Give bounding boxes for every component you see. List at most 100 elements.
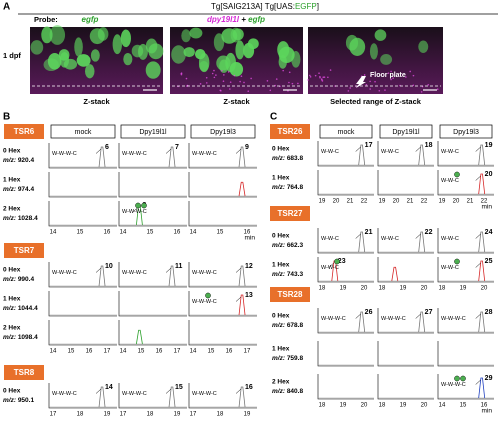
row-hex: 2 Hex <box>3 325 21 332</box>
peak <box>98 146 106 168</box>
chrom-axis <box>118 143 187 169</box>
glycan: W-W-C <box>321 265 339 271</box>
tick-label: 19 <box>104 412 111 418</box>
chrom-axis <box>437 228 494 254</box>
caption: Selected range of Z-stack <box>330 97 422 106</box>
row-mz: m/z: 974.4 <box>3 186 34 193</box>
peak <box>168 386 176 408</box>
column-header-box <box>379 124 433 139</box>
tick-label: 20 <box>393 199 400 205</box>
header-part: ] <box>317 2 319 11</box>
leader <box>165 267 172 273</box>
tick-label: 14 <box>50 349 57 355</box>
peak-number: 11 <box>175 263 183 270</box>
leader <box>95 148 102 154</box>
peak <box>136 329 143 345</box>
tsr-label: TSR8 <box>14 368 35 377</box>
probe-part: egfp <box>248 15 265 24</box>
tick-label: 15 <box>460 403 467 409</box>
leader <box>475 313 481 319</box>
mz-label: m/z: <box>272 271 285 278</box>
peak <box>238 181 246 197</box>
signal <box>365 83 368 86</box>
cell <box>145 61 161 79</box>
cell <box>189 27 203 39</box>
leader <box>95 388 102 394</box>
tick-label: 14 <box>190 349 197 355</box>
mz-value: 974.4 <box>18 186 35 193</box>
peak-number: 25 <box>485 258 493 265</box>
mz-label: m/z: <box>3 186 16 193</box>
peak <box>418 311 426 333</box>
row-hex: 2 Hex <box>272 379 290 386</box>
signal <box>369 74 372 77</box>
glycan: W-W-W-C <box>122 391 147 397</box>
peak-number: 27 <box>425 309 433 316</box>
signal <box>347 90 350 92</box>
row-hex: 0 Hex <box>272 313 290 320</box>
chrom-axis <box>377 341 434 367</box>
chrom-axis <box>188 201 257 227</box>
row-mz: m/z: 990.4 <box>3 276 34 283</box>
mz-value: 662.3 <box>287 242 304 249</box>
signal <box>390 78 392 81</box>
peak-number: 17 <box>365 142 373 149</box>
glycan: W-W-W-C <box>192 391 217 397</box>
cell <box>120 29 131 48</box>
signal <box>215 74 217 76</box>
signal <box>412 74 415 77</box>
peak <box>98 265 106 287</box>
tick-label: 16 <box>86 349 93 355</box>
cell <box>90 49 100 62</box>
peak <box>238 294 246 316</box>
peak-number: 18 <box>425 142 433 149</box>
chrom-axis <box>48 143 117 169</box>
signal <box>420 91 423 93</box>
mz-value: 764.8 <box>287 184 304 191</box>
chrom-axis <box>118 320 187 346</box>
tick-label: 18 <box>319 286 326 292</box>
stage: 1 dpf <box>3 51 21 60</box>
tick-label: 17 <box>104 349 111 355</box>
peak <box>168 265 176 287</box>
column-header-box <box>120 124 186 139</box>
cell <box>41 26 53 44</box>
signal <box>275 78 278 80</box>
tsr-label: TSR27 <box>278 209 303 218</box>
cell <box>74 37 83 57</box>
mz-label: m/z: <box>3 215 16 222</box>
glycan: W-W-C <box>441 178 459 184</box>
peak <box>391 266 399 282</box>
tick-label: 18 <box>439 286 446 292</box>
chrom-axis <box>48 320 117 346</box>
mz-label: m/z: <box>272 184 285 191</box>
row-mz: m/z: 678.8 <box>272 322 303 329</box>
header-part: Tg[SAIG213A] Tg[UAS: <box>211 2 295 11</box>
cell <box>30 40 44 55</box>
peak-number: 13 <box>245 292 253 299</box>
mz-label: m/z: <box>272 242 285 249</box>
row-mz: m/z: 1028.4 <box>3 215 38 222</box>
tick-label: 18 <box>379 403 386 409</box>
cell <box>278 55 287 69</box>
signal <box>390 70 392 73</box>
glycan: W-W-W-C <box>381 316 406 322</box>
row-hex: 1 Hex <box>272 175 290 182</box>
mz-label: m/z: <box>272 155 285 162</box>
tick-label: 18 <box>319 403 326 409</box>
chrom-axis <box>437 257 494 283</box>
cell <box>148 43 164 60</box>
row-hex: 1 Hex <box>272 346 290 353</box>
tsr-label: TSR26 <box>278 127 303 136</box>
cell <box>76 54 91 67</box>
cell <box>232 28 244 41</box>
glycan: W-W-W-C <box>192 299 217 305</box>
peak <box>478 260 486 282</box>
panel-label: B <box>3 112 10 123</box>
peak <box>478 173 486 195</box>
peak-number: 6 <box>105 144 109 151</box>
glycan: W-W-W-C <box>52 391 77 397</box>
cell <box>235 40 245 60</box>
peak <box>238 386 246 408</box>
chrom-axis <box>317 170 374 196</box>
